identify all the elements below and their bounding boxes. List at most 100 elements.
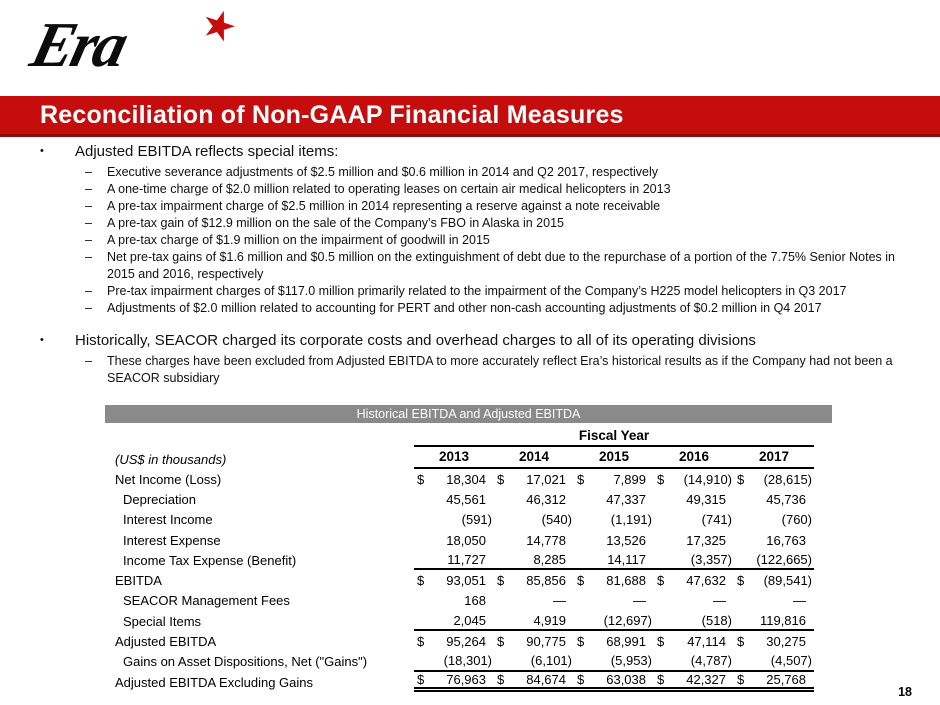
table-row: Income Tax Expense (Benefit) 11,727 8,285 1… <box>105 550 832 571</box>
cell-value: 84,674 <box>526 672 566 688</box>
cell-value: — <box>713 593 726 609</box>
dollar-sign: $ <box>417 672 425 688</box>
row-label: Special Items <box>123 613 202 629</box>
row-values: 11,727 8,285 14,117 (3,357) (122,665) <box>414 550 814 571</box>
cell-value: 2,045 <box>453 612 486 628</box>
cell-value: (6,101) <box>530 653 572 669</box>
table-cell: 45,736 <box>734 489 814 509</box>
cell-value: (1,191) <box>610 512 652 528</box>
financial-table: Historical EBITDA and Adjusted EBITDA Fi… <box>105 405 832 693</box>
table-cell: (540) <box>494 510 574 530</box>
cell-value: 45,736 <box>766 491 806 507</box>
dollar-sign: $ <box>737 471 745 487</box>
table-cell: 4,919 <box>494 611 574 629</box>
year-header: 2016 <box>678 449 710 464</box>
table-cell: 8,285 <box>494 550 574 568</box>
dash-icon: – <box>85 216 92 230</box>
title-bar: Reconciliation of Non-GAAP Financial Mea… <box>0 96 940 137</box>
table-cell: (6,101) <box>494 652 574 670</box>
dash-icon: – <box>85 233 92 247</box>
sub-bullet-item: – A pre-tax gain of $12.9 million on the … <box>85 215 922 232</box>
table-cell: 49,315 <box>654 489 734 509</box>
table-cell: $93,051 <box>414 570 494 590</box>
cell-value: (28,615) <box>763 471 812 487</box>
sub-bullet-item: – Pre-tax impairment charges of $117.0 mi… <box>85 283 922 300</box>
cell-value: 47,632 <box>686 573 726 589</box>
table-cell: $63,038 <box>574 672 654 687</box>
table-cell: $7,899 <box>574 469 654 489</box>
cell-value: 25,768 <box>766 672 806 688</box>
dash-icon: – <box>85 284 92 298</box>
sub-bullet-list: – Executive severance adjustments of $2.5… <box>85 164 922 317</box>
bullet-dot-icon: • <box>40 334 44 346</box>
cell-value: (741) <box>701 512 732 528</box>
table-cell: $76,963 <box>414 672 494 687</box>
sub-bullet-list: – These charges have been excluded from A… <box>85 353 922 387</box>
cell-value: (12,697) <box>603 612 652 628</box>
sub-bullet-text: Executive severance adjustments of $2.5 … <box>107 165 659 179</box>
cell-value: 119,816 <box>759 612 806 628</box>
bullet-text: Historically, SEACOR charged its corpora… <box>75 332 756 349</box>
table-row: Gains on Asset Dispositions, Net ("Gains… <box>105 652 832 672</box>
table-cell: 18,050 <box>414 530 494 550</box>
cell-value: 47,337 <box>606 491 646 507</box>
dollar-sign: $ <box>497 634 505 650</box>
cell-value: 93,051 <box>446 573 486 589</box>
row-label: Gains on Asset Dispositions, Net ("Gains… <box>123 654 368 670</box>
cell-value: 42,327 <box>686 672 726 688</box>
sub-bullet-item: – A pre-tax impairment charge of $2.5 mil… <box>85 198 922 215</box>
era-logo-text: Era <box>24 9 133 80</box>
row-label: Net Income (Loss) <box>115 471 222 487</box>
table-cell: — <box>654 591 734 611</box>
cell-value: 14,778 <box>526 532 566 548</box>
table-cell: $ (28,615) <box>734 469 814 489</box>
cell-value: 95,264 <box>446 634 486 650</box>
table-cell: 16,763 <box>734 530 814 550</box>
sub-bullet-item: – These charges have been excluded from A… <box>85 353 922 387</box>
cell-value: 11,727 <box>447 551 486 567</box>
table-cell: 119,816 <box>734 611 814 629</box>
table-cell: (5,953) <box>574 652 654 670</box>
row-values: $76,963 $84,674 $63,038 $42,327 $25,768 <box>414 672 814 693</box>
sub-bullet-text: Adjustments of $2.0 million related to a… <box>107 301 822 315</box>
dollar-sign: $ <box>417 471 425 487</box>
cell-value: (18,301) <box>443 653 492 669</box>
sub-bullet-text: Net pre-tax gains of $1.6 million and $0… <box>107 250 895 281</box>
sub-bullet-item: – Net pre-tax gains of $1.6 million and $… <box>85 249 922 283</box>
cell-value: (89,541) <box>763 573 812 589</box>
cell-value: 47,114 <box>687 634 726 650</box>
table-cell: (760) <box>734 510 814 530</box>
dash-icon: – <box>85 165 92 179</box>
cell-value: — <box>793 593 806 609</box>
dollar-sign: $ <box>577 471 585 487</box>
table-cell: $95,264 <box>414 631 494 651</box>
table-cell: 168 <box>414 591 494 611</box>
dollar-sign: $ <box>657 672 665 688</box>
sub-bullet-text: Pre-tax impairment charges of $117.0 mil… <box>107 284 847 298</box>
table-cell: $84,674 <box>494 672 574 687</box>
table-cell: 46,312 <box>494 489 574 509</box>
table-cell: $17,021 <box>494 469 574 489</box>
cell-value: (122,665) <box>756 551 812 567</box>
table-row: EBITDA $93,051 $85,856 $81,688 $47,632 $ (89,5… <box>105 570 832 590</box>
dollar-sign: $ <box>577 672 585 688</box>
cell-value: (540) <box>541 512 572 528</box>
table-row: Depreciation 45,561 46,312 47,337 49,315 45,7… <box>105 489 832 509</box>
dollar-sign: $ <box>737 573 745 589</box>
table-cell: 11,727 <box>414 550 494 568</box>
dollar-sign: $ <box>657 471 665 487</box>
table-cell: $47,114 <box>654 631 734 651</box>
cell-value: (4,787) <box>690 653 732 669</box>
bullet-item: • Historically, SEACOR charged its corpor… <box>38 331 922 350</box>
row-values: 18,050 14,778 13,526 17,325 16,763 <box>414 530 814 550</box>
dollar-sign: $ <box>417 573 425 589</box>
cell-value: (5,953) <box>610 653 652 669</box>
fiscal-year-label: Fiscal Year <box>414 423 814 447</box>
bullet-group: • Adjusted EBITDA reflects special items:… <box>38 142 922 317</box>
cell-value: (4,507) <box>770 653 812 669</box>
cell-value: 16,763 <box>766 532 806 548</box>
table-cell: $47,632 <box>654 570 734 590</box>
cell-value: 17,325 <box>686 532 726 548</box>
table-cell: $81,688 <box>574 570 654 590</box>
page-number: 18 <box>898 685 912 699</box>
